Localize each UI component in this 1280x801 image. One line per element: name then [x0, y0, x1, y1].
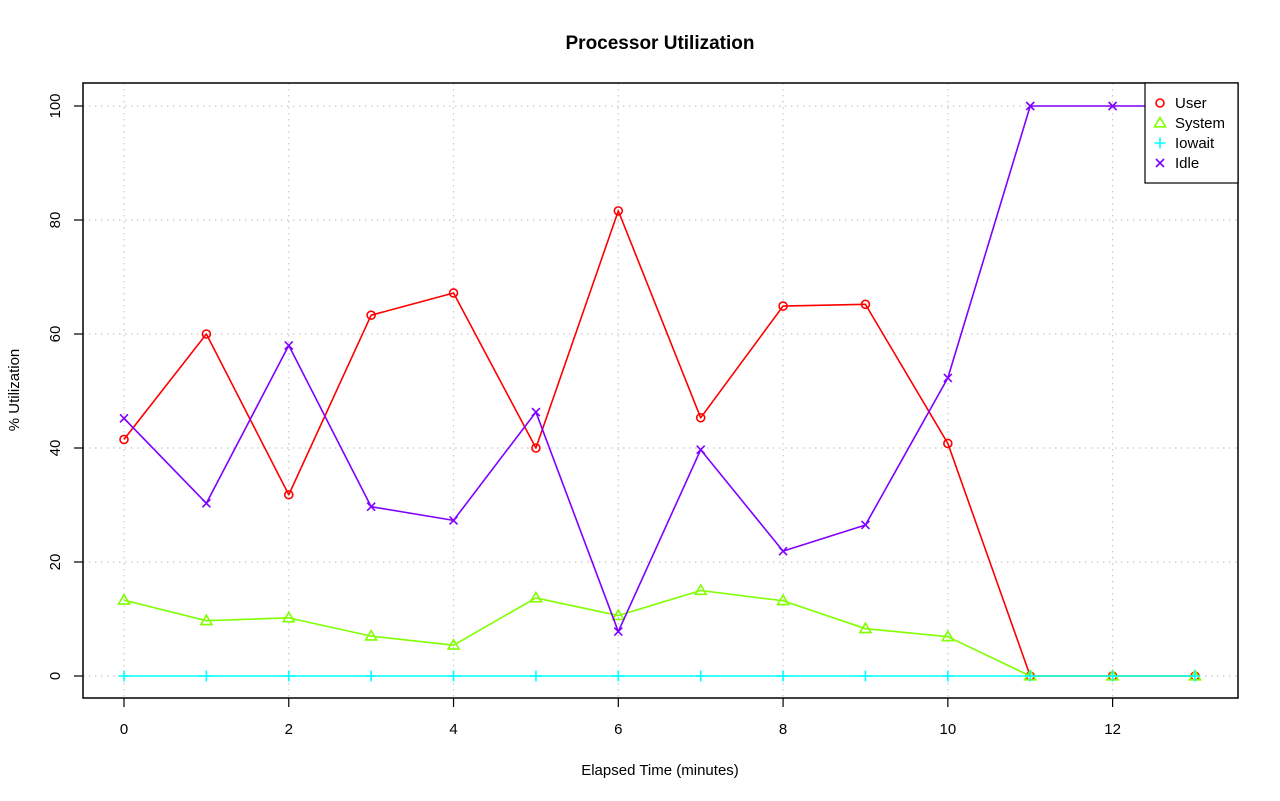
- data-point-idle: [366, 502, 376, 512]
- data-point-iowait: [695, 670, 707, 682]
- data-point-user: [531, 443, 541, 453]
- data-point-iowait: [365, 670, 377, 682]
- data-point-idle: [613, 626, 623, 637]
- data-point-system: [446, 638, 461, 650]
- data-point-system: [858, 621, 873, 634]
- data-point-iowait: [859, 670, 871, 682]
- series-iowait: [118, 670, 1201, 682]
- series-idle: [119, 101, 1200, 637]
- data-point-user: [613, 206, 624, 216]
- data-point-iowait: [530, 670, 542, 682]
- x-tick-label: 2: [285, 721, 293, 738]
- data-point-user: [201, 329, 212, 339]
- data-point-user: [778, 301, 788, 311]
- y-tick-label: 0: [47, 672, 64, 680]
- x-tick-label: 10: [940, 721, 957, 738]
- data-point-iowait: [612, 670, 624, 682]
- data-point-user: [283, 489, 294, 500]
- y-tick-label: 60: [47, 326, 64, 343]
- data-point-iowait: [1024, 670, 1036, 682]
- series-group: [117, 101, 1202, 682]
- legend-label-iowait: Iowait: [1175, 135, 1215, 152]
- data-point-idle: [531, 407, 541, 417]
- legend-marker-user: [1155, 98, 1165, 108]
- y-tick-label: 20: [47, 554, 64, 571]
- data-point-idle: [448, 515, 459, 525]
- x-axis-label: Elapsed Time (minutes): [581, 762, 739, 779]
- y-tick-label: 80: [47, 212, 64, 229]
- data-point-system: [199, 613, 214, 626]
- data-point-idle: [119, 413, 129, 423]
- data-point-system: [776, 593, 790, 606]
- data-point-user: [943, 438, 953, 449]
- data-point-idle: [201, 498, 211, 508]
- data-point-system: [611, 608, 626, 621]
- data-point-idle: [943, 373, 953, 383]
- data-point-system: [529, 590, 543, 603]
- series-line-idle: [123, 105, 1195, 633]
- chart-title: Processor Utilization: [566, 33, 755, 54]
- data-point-idle: [1108, 101, 1118, 111]
- x-tick-label: 4: [449, 721, 457, 738]
- legend-label-user: User: [1175, 95, 1207, 112]
- data-point-system: [940, 629, 955, 642]
- x-tick-label: 0: [120, 721, 128, 738]
- y-tick-label: 100: [47, 93, 64, 118]
- legend-marker-system: [1153, 115, 1167, 128]
- series-line-user: [123, 210, 1195, 677]
- series-line-system: [123, 589, 1195, 677]
- data-point-iowait: [1189, 670, 1201, 682]
- data-point-system: [693, 583, 708, 596]
- data-point-iowait: [118, 670, 130, 682]
- y-axis-label: % Utilization: [6, 349, 23, 432]
- data-point-idle: [778, 546, 788, 556]
- data-point-user: [119, 434, 129, 445]
- data-point-idle: [284, 340, 294, 350]
- plot-frame: [82, 82, 1239, 699]
- data-point-iowait: [283, 670, 295, 682]
- data-point-system: [117, 593, 131, 605]
- data-point-iowait: [200, 670, 212, 682]
- data-point-system: [364, 629, 379, 641]
- data-point-user: [366, 310, 376, 320]
- data-point-iowait: [942, 670, 954, 682]
- axis-ticks: 0 2 4 6 8 10 12 0 20 40 60 80 100: [47, 93, 1121, 738]
- legend-label-idle: Idle: [1175, 155, 1199, 172]
- data-point-idle: [696, 445, 706, 455]
- data-point-idle: [1025, 101, 1035, 111]
- data-point-system: [281, 610, 296, 623]
- legend-label-system: System: [1175, 115, 1225, 132]
- data-point-idle: [860, 520, 871, 530]
- legend: User System Iowait Idle: [1144, 82, 1239, 184]
- data-point-user: [695, 412, 706, 423]
- data-point-user: [860, 299, 871, 310]
- data-point-iowait: [777, 670, 789, 682]
- x-tick-label: 8: [779, 721, 787, 738]
- x-tick-label: 6: [614, 721, 622, 738]
- y-tick-label: 40: [47, 440, 64, 457]
- data-point-iowait: [448, 670, 460, 682]
- x-tick-label: 12: [1104, 721, 1121, 738]
- legend-marker-idle: [1155, 158, 1165, 168]
- legend-marker-iowait: [1154, 137, 1166, 149]
- data-point-user: [448, 288, 459, 298]
- data-point-iowait: [1107, 670, 1119, 682]
